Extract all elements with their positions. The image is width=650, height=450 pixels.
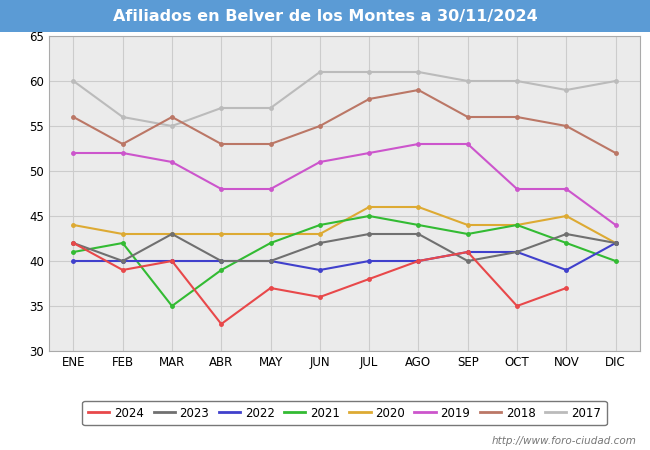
Legend: 2024, 2023, 2022, 2021, 2020, 2019, 2018, 2017: 2024, 2023, 2022, 2021, 2020, 2019, 2018… [83,400,606,425]
Text: Afiliados en Belver de los Montes a 30/11/2024: Afiliados en Belver de los Montes a 30/1… [112,9,538,24]
Text: http://www.foro-ciudad.com: http://www.foro-ciudad.com [492,436,637,446]
